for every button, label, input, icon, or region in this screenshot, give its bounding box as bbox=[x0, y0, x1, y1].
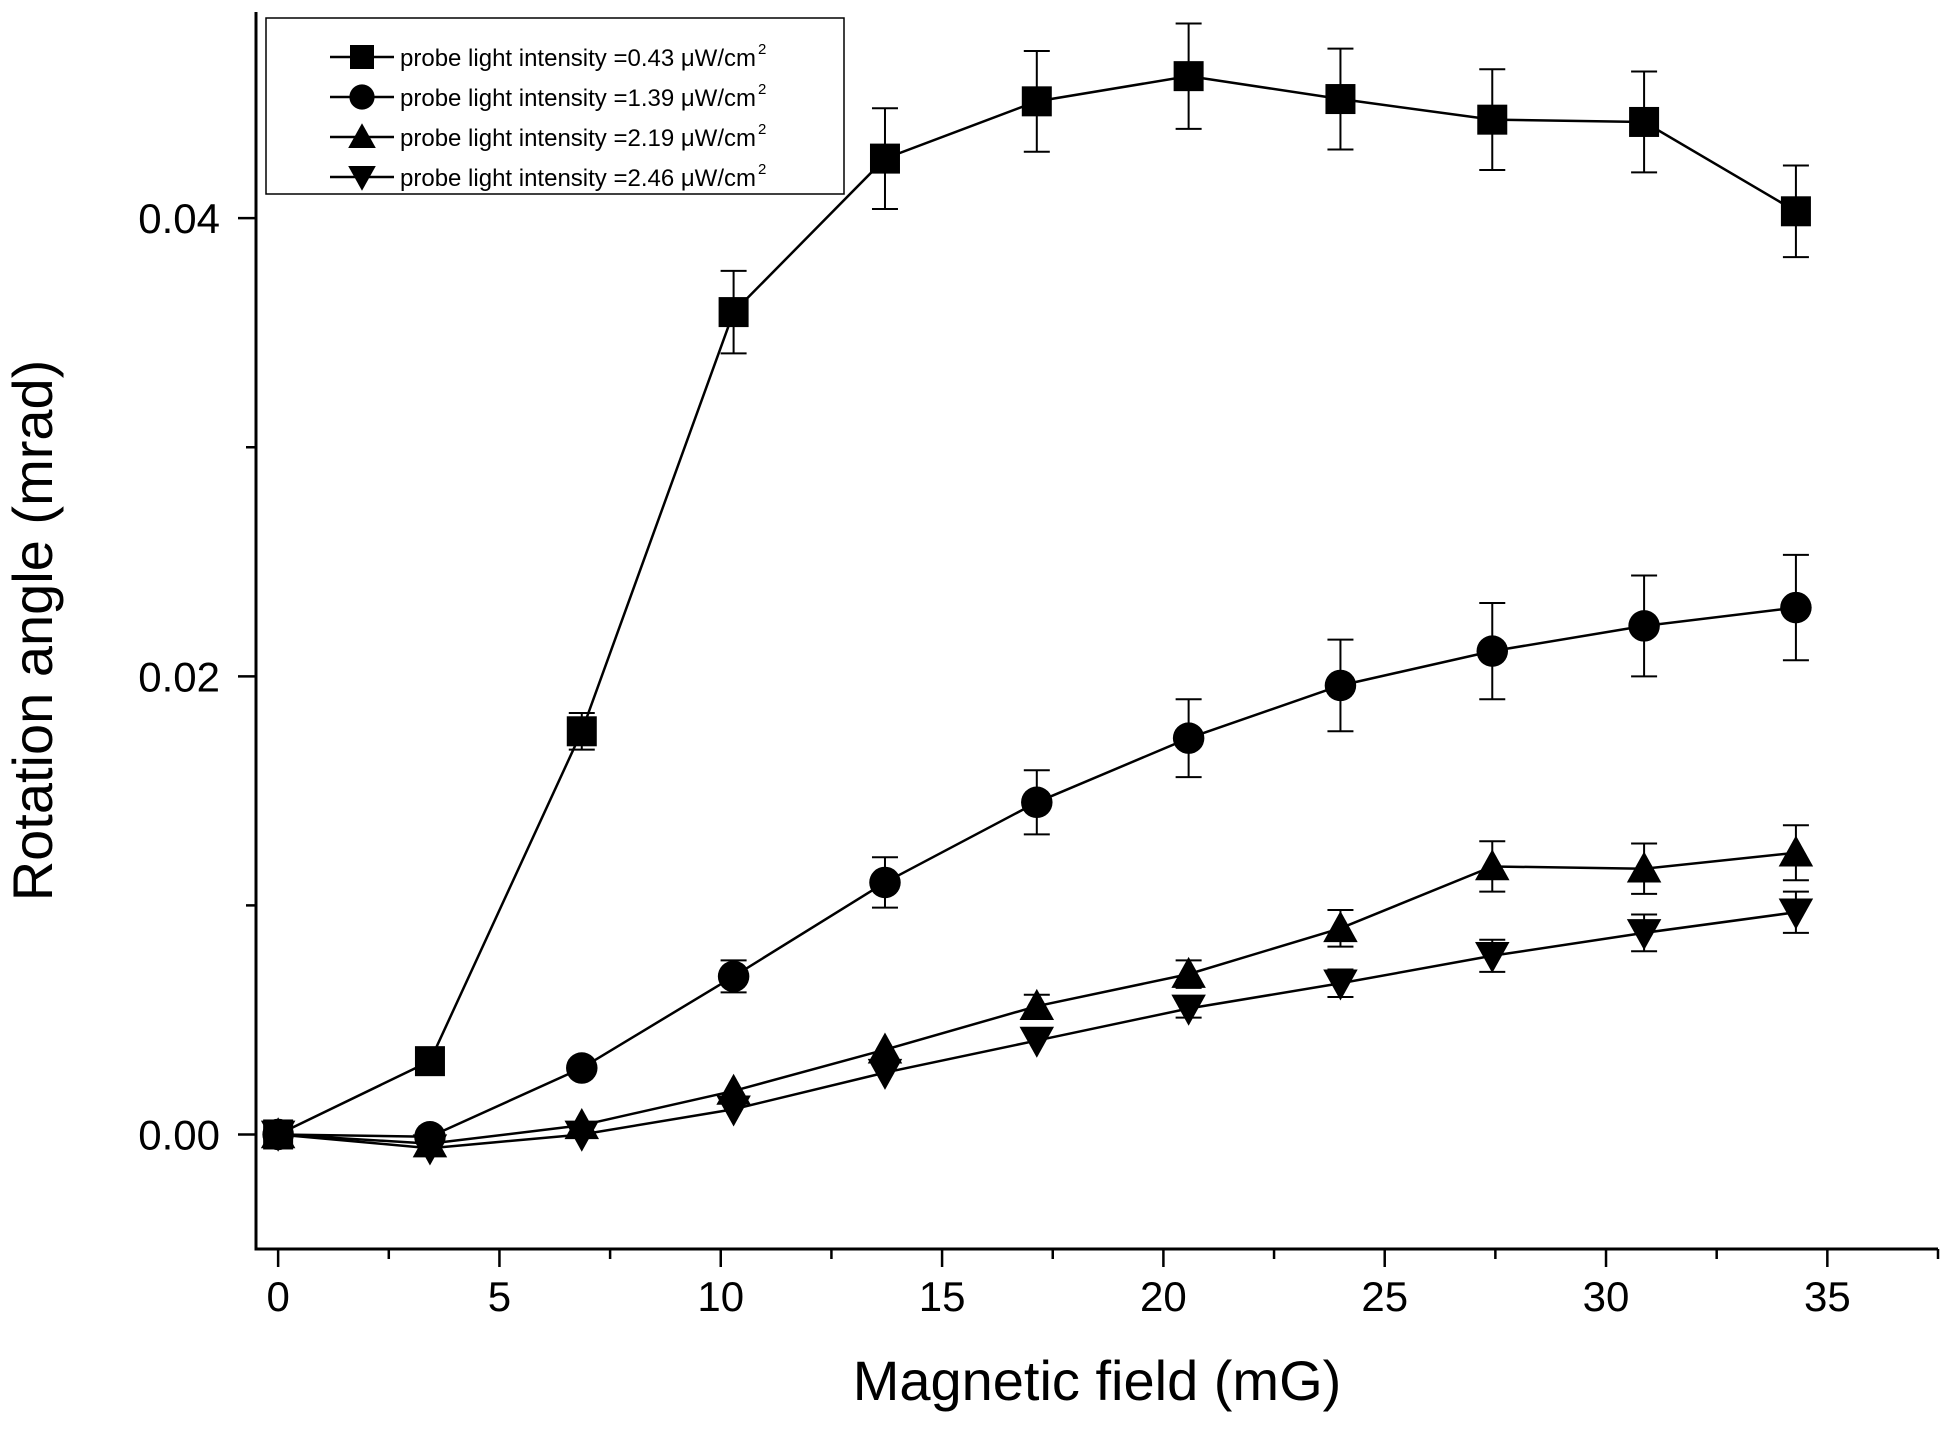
legend-label-superscript: 2 bbox=[758, 121, 766, 138]
legend-entry-2: probe light intensity =1.39 μW/cm 2 bbox=[330, 81, 766, 112]
data-point bbox=[869, 866, 901, 899]
data-point bbox=[1476, 635, 1509, 667]
legend: probe light intensity =0.43 μW/cm 2probe … bbox=[265, 17, 845, 195]
data-point bbox=[716, 1095, 751, 1127]
x-tick-label: 20 bbox=[1140, 1273, 1187, 1320]
data-point bbox=[564, 1120, 600, 1152]
data-point bbox=[1475, 941, 1510, 974]
x-tick-label: 5 bbox=[488, 1273, 511, 1320]
x-tick-label: 30 bbox=[1583, 1273, 1630, 1320]
data-point bbox=[718, 297, 749, 328]
data-point bbox=[867, 1032, 903, 1064]
data-point bbox=[717, 960, 750, 993]
legend-label-superscript: 2 bbox=[758, 81, 766, 98]
data-point bbox=[1778, 835, 1814, 867]
data-point bbox=[566, 1052, 598, 1084]
data-point bbox=[1475, 849, 1510, 881]
legend-label-superscript: 2 bbox=[758, 161, 766, 178]
data-point bbox=[1626, 919, 1662, 951]
x-tick-label: 10 bbox=[697, 1273, 744, 1320]
y-tick-label: 0.02 bbox=[138, 653, 220, 700]
data-point bbox=[1324, 669, 1357, 702]
y-tick-label: 0.00 bbox=[138, 1111, 220, 1158]
x-tick-label: 0 bbox=[266, 1273, 289, 1320]
x-axis-title: Magnetic field (mG) bbox=[853, 1349, 1342, 1412]
legend-label: probe light intensity =2.19 μW/cm bbox=[400, 125, 756, 152]
data-point bbox=[1323, 969, 1358, 1001]
data-point bbox=[1021, 86, 1052, 117]
series-line bbox=[277, 74, 1797, 1136]
data-point bbox=[1172, 722, 1205, 754]
legend-label: probe light intensity =2.46 μW/cm bbox=[400, 165, 756, 192]
data-point bbox=[1173, 61, 1204, 92]
data-point bbox=[867, 1058, 903, 1090]
y-tick-label: 0.04 bbox=[138, 195, 220, 242]
data-point bbox=[1629, 106, 1660, 137]
data-point bbox=[412, 1134, 448, 1166]
legend-label: probe light intensity =1.39 μW/cm bbox=[400, 85, 756, 112]
data-point bbox=[1323, 911, 1358, 943]
data-point bbox=[1477, 104, 1508, 135]
data-point bbox=[1019, 1026, 1055, 1058]
data-point bbox=[1778, 898, 1814, 930]
legend-label: probe light intensity =0.43 μW/cm bbox=[400, 45, 756, 72]
data-point bbox=[260, 1120, 296, 1152]
data-point bbox=[1780, 591, 1812, 624]
data-point bbox=[1021, 786, 1053, 819]
x-tick-label: 25 bbox=[1361, 1273, 1408, 1320]
data-point bbox=[414, 1046, 445, 1077]
y-axis-title: Rotation angle (mrad) bbox=[1, 360, 64, 902]
data-point bbox=[1171, 956, 1206, 988]
data-point bbox=[1626, 851, 1662, 883]
axes: 0 5 10 15 20 25 30 35 0.00 0.02 0.04 bbox=[138, 12, 1940, 1320]
legend-entry-1: probe light intensity =0.43 μW/cm 2 bbox=[330, 41, 766, 72]
x-tick-label: 15 bbox=[919, 1273, 966, 1320]
legend-marker bbox=[349, 84, 375, 110]
data-point bbox=[1780, 196, 1811, 227]
legend-marker bbox=[348, 165, 376, 191]
legend-marker bbox=[350, 45, 374, 69]
x-tick-label: 35 bbox=[1804, 1273, 1851, 1320]
axis-frame bbox=[254, 12, 1938, 1251]
series-4 bbox=[260, 890, 1814, 1166]
legend-label-superscript: 2 bbox=[758, 41, 766, 58]
series-layer bbox=[260, 22, 1814, 1166]
data-point bbox=[1171, 994, 1206, 1026]
data-point bbox=[869, 143, 900, 174]
series-2 bbox=[262, 553, 1812, 1153]
legend-entry-4: probe light intensity =2.46 μW/cm 2 bbox=[330, 161, 766, 192]
legend-marker bbox=[348, 123, 376, 149]
legend-entry-3: probe light intensity =2.19 μW/cm 2 bbox=[330, 121, 766, 152]
data-point bbox=[1628, 610, 1660, 642]
data-point bbox=[566, 716, 597, 747]
data-point bbox=[1019, 988, 1055, 1020]
data-point bbox=[1325, 84, 1356, 115]
